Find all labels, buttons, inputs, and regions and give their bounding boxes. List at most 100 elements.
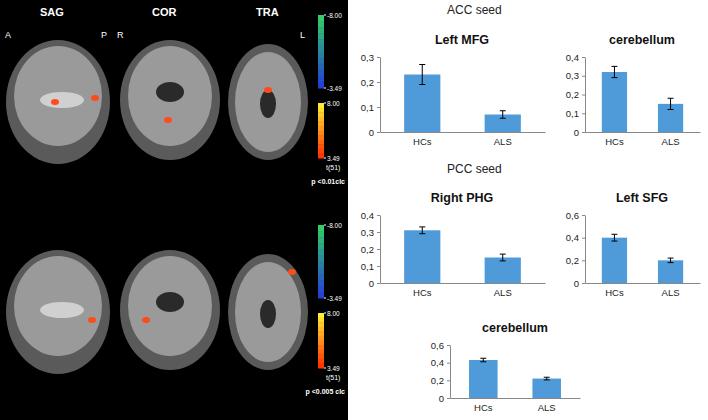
head-outline [6,40,110,164]
chart-title: Left MFG [435,33,489,47]
y-tick-label: 0,6 [431,340,444,351]
chart-title: Right PHG [431,191,494,205]
y-tick: 0,6 [431,340,450,351]
error-bar-stem [614,234,615,241]
y-axis: 00,20,40,6 [566,210,586,289]
y-tick: 0 [439,393,450,404]
y-tick-label: 0,1 [566,108,579,119]
error-bar-cap [500,260,506,261]
corpus-callosum [40,302,84,318]
bar [485,258,521,284]
brain-tissue [235,52,301,152]
x-tick: HCs [605,132,624,147]
y-tick-mark [447,380,450,381]
brain-tissue [235,262,301,362]
y-tick-label: 0,3 [361,227,374,238]
section-title: ACC seed [447,3,502,17]
bar-chart: cerebellum00,20,40,6HCsALS [431,321,581,413]
y-axis-line [585,58,586,133]
ventricles [260,90,276,118]
x-tick: ALS [662,283,680,298]
colorbar-title: t(51) [326,164,340,172]
colorbar-title: t(51) [326,374,340,382]
y-tick: 0,3 [566,70,585,81]
error-bar-cap [419,233,425,234]
y-tick-mark [377,82,380,83]
colorbar-swatch [318,126,324,131]
x-tick-label: ALS [662,287,680,298]
brain-background [0,0,348,420]
ventricles [260,300,276,328]
colorbar-swatch [318,292,324,299]
head-outline [120,40,220,160]
y-tick: 0,3 [361,227,380,238]
y-tick-label: 0 [574,278,579,289]
orientation-label: P [101,30,107,40]
colorbar-tick [324,15,326,16]
error-bar-cap [419,84,425,85]
bar-chart: Left SFG00,20,40,6HCsALS [566,191,701,298]
colorbar-swatch [318,144,324,149]
colorbar-swatch [318,280,324,287]
error-bar [611,234,617,241]
x-tick-label: ALS [538,402,556,413]
y-tick: 0,6 [566,210,585,221]
y-tick-mark [447,345,450,346]
threshold-label: p <0.01clc [311,178,345,186]
x-tick-label: HCs [605,136,624,147]
y-tick: 0 [369,127,380,138]
colorbar-swatch [318,121,324,126]
y-tick-mark [582,57,585,58]
colorbar-swatch [318,341,324,346]
error-bar-cap [500,110,506,111]
colorbar-swatch [318,15,324,22]
x-tick-label: HCs [474,402,493,413]
colorbar-swatch [318,243,324,250]
colorbar-swatch [318,33,324,40]
orientation-label: L [300,30,305,40]
colorbar-swatch [318,249,324,256]
error-bar-cap [500,118,506,119]
error-bar [480,358,486,362]
colorbar: -8.00-3.498.003.49t(51) [318,12,342,173]
y-tick-mark [377,249,380,250]
colorbar-swatch [318,153,324,158]
colorbar-swatch [318,39,324,46]
x-tick: HCs [413,283,432,298]
y-tick-mark [377,107,380,108]
y-axis: 00,20,40,6 [431,340,451,404]
y-tick: 0,3 [361,52,380,63]
colorbar-swatch [318,52,324,59]
y-tick-label: 0,2 [361,244,374,255]
y-tick-label: 0,1 [361,261,374,272]
error-bar-cap [480,358,486,359]
colorbar-swatch [318,103,324,108]
x-axis-line [381,132,546,133]
colorbar-tick [324,103,326,104]
bar [658,260,683,283]
bar [404,230,440,283]
y-tick: 0,2 [566,89,585,100]
y-tick: 0,4 [361,210,380,221]
y-tick: 0,2 [361,244,380,255]
colorbar-swatch [318,21,324,28]
colorbar-tick [324,298,326,299]
error-bar [668,258,674,263]
x-axis-line [451,398,581,399]
colorbar-swatch [318,112,324,117]
head-outline [228,44,308,160]
y-tick: 0,2 [361,77,380,88]
y-tick: 0,1 [361,261,380,272]
error-bar-cap [480,361,486,362]
error-bar-stem [670,258,671,263]
y-tick-label: 0,3 [361,52,374,63]
colorbar-swatch [318,131,324,136]
error-bar [419,227,425,234]
y-tick-label: 0,6 [566,210,579,221]
x-tick: HCs [413,132,432,147]
colorbar-swatch [318,135,324,140]
error-bar [500,111,506,119]
error-bar [668,98,674,109]
bar-chart: cerebellum00,10,20,30,4HCsALS [566,33,701,147]
activation-cluster [288,269,296,275]
